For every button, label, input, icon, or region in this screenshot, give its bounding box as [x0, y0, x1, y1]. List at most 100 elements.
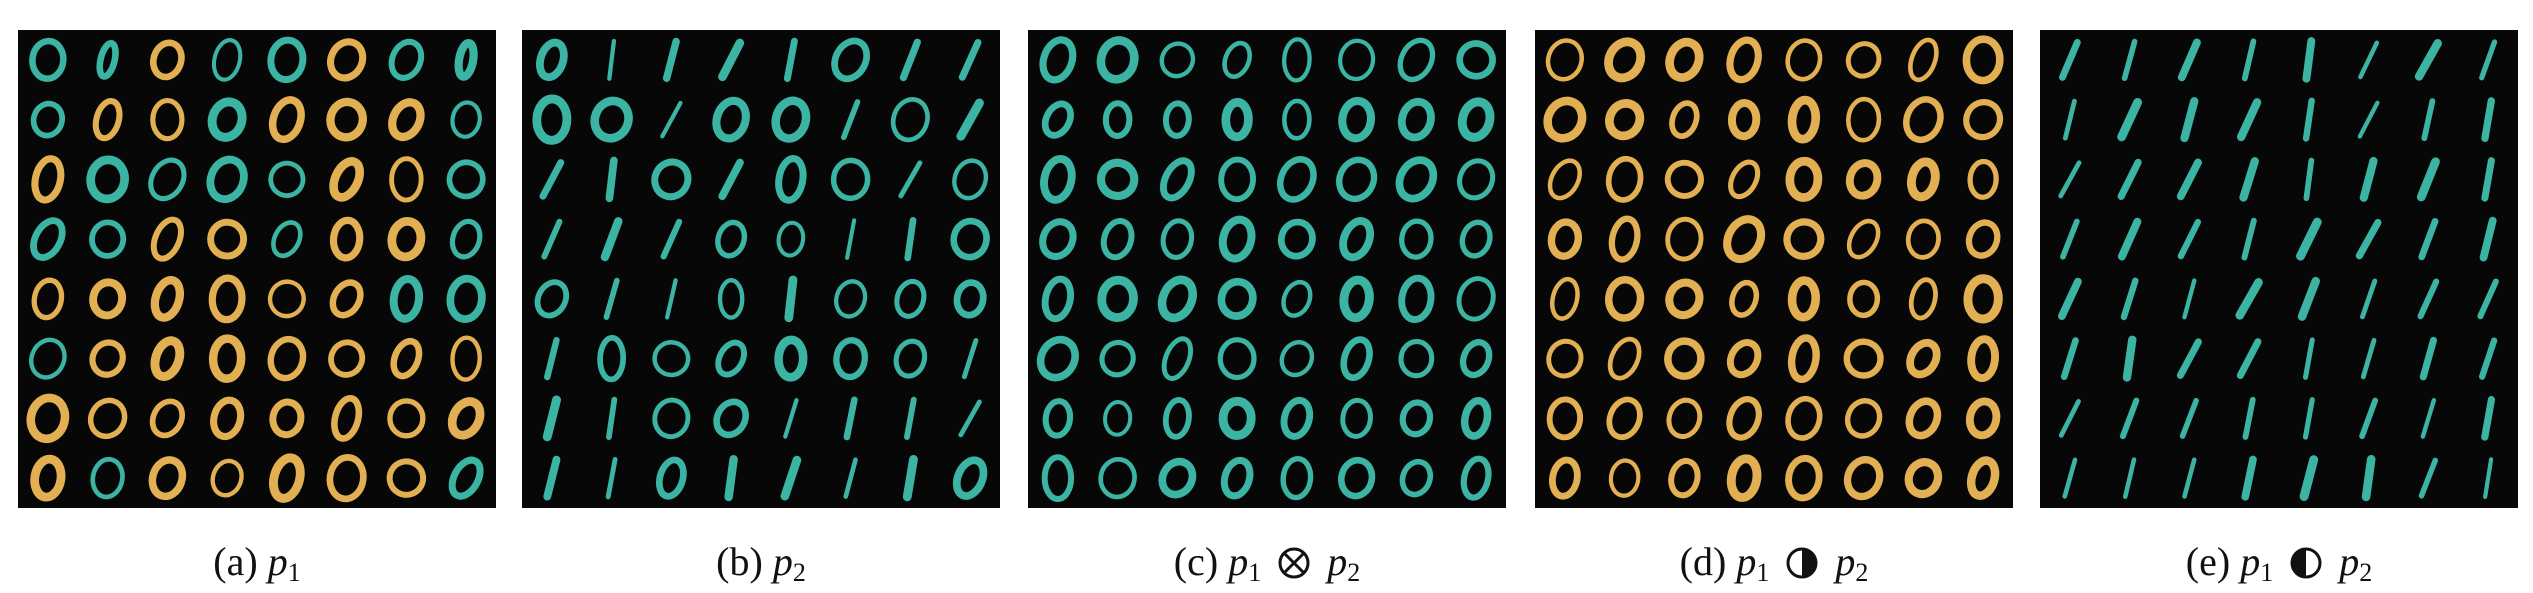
digit-zero — [831, 37, 871, 83]
caption-e: (e) p1 p2 — [2185, 539, 2373, 587]
digit-one — [2302, 337, 2315, 380]
digit-one — [961, 338, 979, 380]
digit-zero — [89, 219, 127, 259]
digit-zero — [1281, 279, 1313, 318]
caption-b: (b) p2 — [716, 539, 806, 587]
digit-zero — [1728, 159, 1761, 200]
digit-zero — [1546, 396, 1584, 441]
digit-zero — [1665, 216, 1704, 262]
digit-zero — [269, 453, 305, 503]
digit-zero — [150, 276, 185, 322]
digit-one — [718, 158, 744, 201]
caption-c: (c) p1 p2 — [1173, 539, 1361, 587]
digit-zero — [776, 220, 806, 258]
digit-zero — [1726, 36, 1762, 84]
digit-one — [2179, 397, 2199, 439]
digit-zero — [1398, 274, 1435, 324]
digit-one — [2121, 38, 2138, 81]
caption-a-label: (a) — [213, 539, 258, 584]
digit-zero — [1459, 219, 1493, 259]
digit-zero — [1042, 398, 1074, 439]
digit-grid-e — [2057, 37, 2499, 502]
digit-zero — [1545, 38, 1584, 82]
digit-zero — [1218, 156, 1257, 203]
digit-zero — [830, 157, 871, 202]
digit-zero — [1908, 37, 1939, 83]
digit-zero — [1607, 336, 1642, 381]
digit-zero — [331, 394, 363, 442]
digit-one — [718, 38, 745, 82]
digit-zero — [1726, 454, 1762, 502]
digit-zero — [269, 398, 305, 439]
digit-zero — [655, 456, 687, 500]
digit-one — [2058, 399, 2081, 438]
digit-one — [843, 457, 858, 499]
digit-zero — [1905, 218, 1941, 260]
digit-one — [2176, 158, 2202, 201]
digit-one — [2242, 396, 2256, 440]
digit-one — [2360, 337, 2377, 380]
digit-zero — [1339, 275, 1374, 323]
digit-zero — [1605, 99, 1645, 141]
digit-one — [2062, 457, 2078, 499]
half-circle-left-icon — [2290, 547, 2322, 579]
digit-zero — [1669, 100, 1700, 139]
digit-zero — [210, 396, 245, 441]
digit-one — [902, 454, 918, 502]
digit-zero — [1222, 40, 1252, 79]
digit-zero — [1549, 276, 1580, 321]
digit-zero — [717, 277, 745, 320]
digit-zero — [446, 159, 486, 200]
digit-zero — [1543, 96, 1587, 143]
digit-zero — [30, 100, 66, 139]
digit-zero — [1965, 397, 2001, 440]
digit-one — [664, 278, 678, 320]
digit-zero — [715, 219, 748, 259]
digit-one — [958, 38, 982, 81]
digit-one — [2122, 457, 2137, 499]
digit-zero — [1220, 456, 1254, 500]
digit-zero — [1664, 337, 1705, 380]
digit-zero — [1785, 38, 1823, 82]
digit-one — [904, 396, 917, 441]
digit-zero — [1456, 40, 1496, 80]
digit-zero — [1041, 275, 1075, 323]
digit-zero — [1966, 456, 2000, 500]
digit-zero — [29, 337, 67, 380]
caption-e-label: (e) — [2185, 539, 2231, 584]
digit-zero — [1460, 455, 1492, 501]
digit-zero — [1726, 339, 1762, 379]
digit-one — [2357, 100, 2380, 139]
digit-zero — [207, 97, 247, 142]
digit-one — [603, 277, 620, 320]
digit-one — [2177, 218, 2202, 260]
digit-one — [2236, 338, 2262, 380]
caption-d-label: (d) — [1679, 539, 1727, 584]
digit-one — [2120, 277, 2139, 321]
digit-zero — [387, 398, 426, 439]
caption-a: (a) p1 — [213, 539, 301, 587]
digit-zero — [1096, 158, 1139, 201]
digit-zero — [1844, 398, 1883, 439]
digit-zero — [326, 454, 367, 503]
digit-one — [605, 456, 618, 500]
digit-zero — [1160, 218, 1195, 260]
digit-one — [606, 396, 618, 441]
digit-one — [2418, 217, 2439, 261]
digit-zero — [1457, 97, 1495, 142]
digit-zero — [1548, 456, 1581, 500]
digit-zero — [1096, 36, 1139, 84]
caption-b-label: (b) — [716, 539, 763, 584]
digit-zero — [652, 397, 691, 440]
digit-one — [899, 38, 921, 82]
digit-one — [2296, 217, 2322, 261]
digit-zero — [29, 37, 67, 82]
digit-zero — [1162, 100, 1192, 139]
digit-one — [2182, 457, 2197, 499]
digit-zero — [210, 458, 244, 498]
digit-zero — [834, 279, 868, 319]
panel-d — [1535, 30, 2013, 508]
digit-one — [662, 37, 680, 82]
digit-one — [2302, 397, 2315, 440]
digit-one — [2117, 217, 2142, 261]
